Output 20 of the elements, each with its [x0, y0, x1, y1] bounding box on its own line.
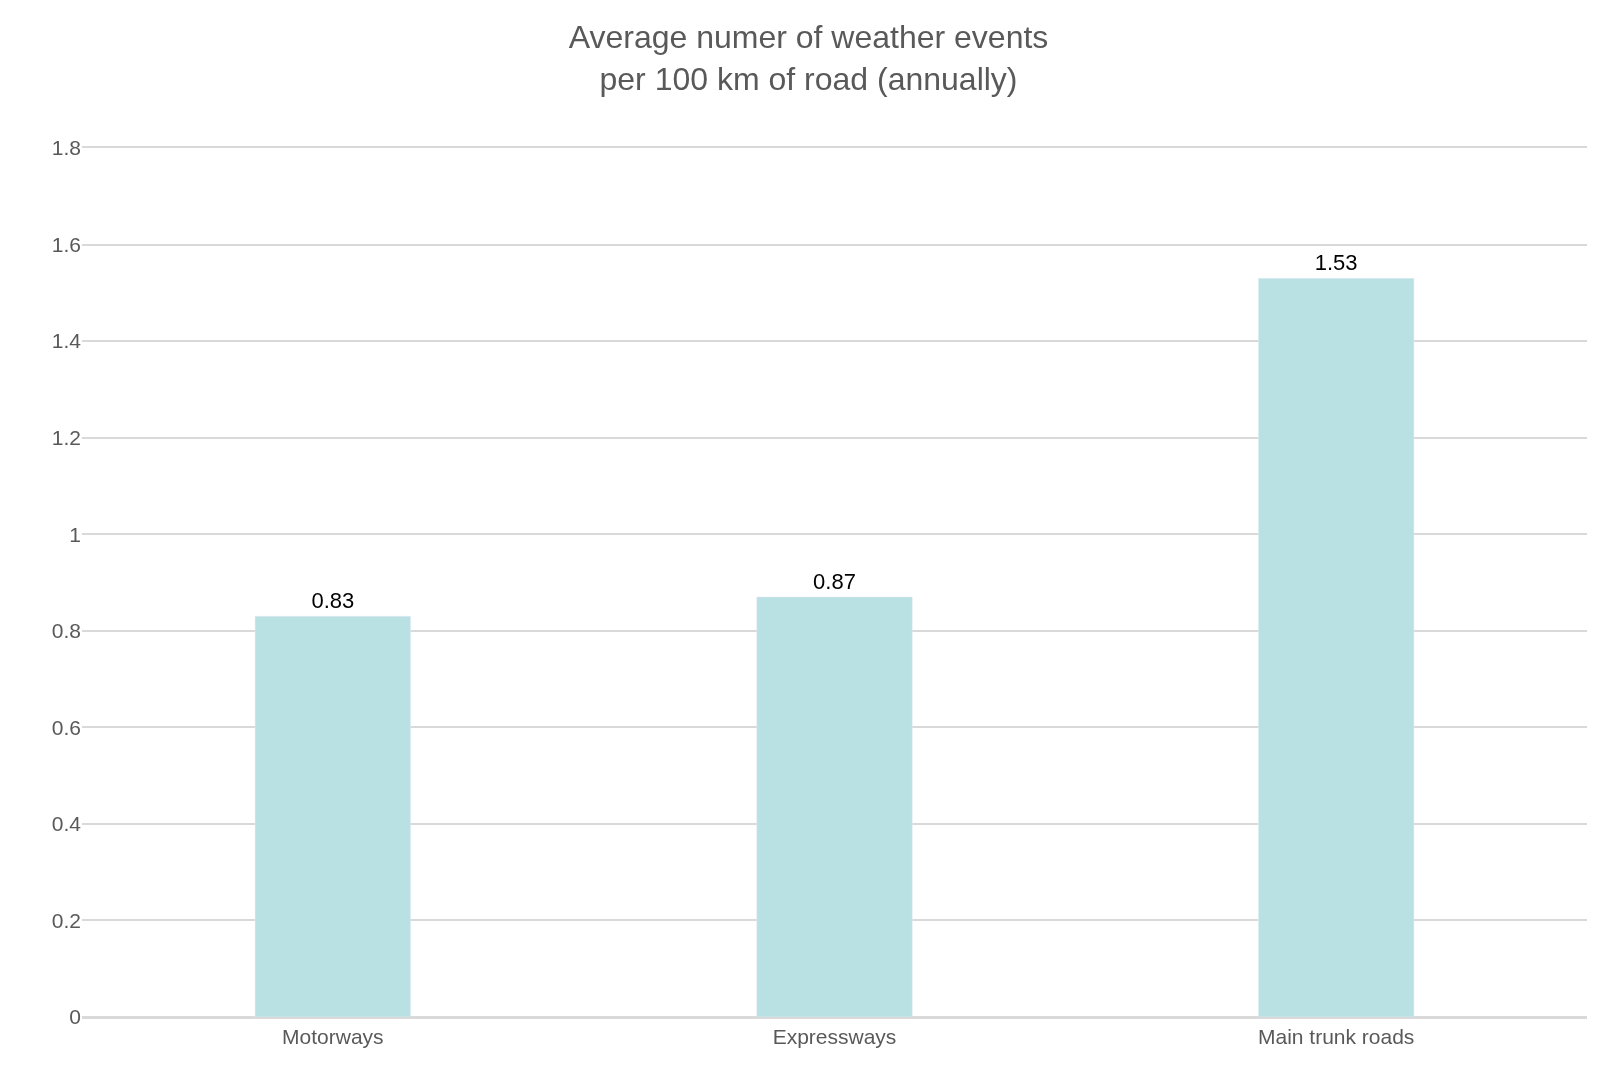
bar — [1258, 278, 1415, 1017]
y-tick-label: 1 — [69, 522, 81, 546]
y-tick-label: 0.2 — [51, 908, 81, 932]
y-tick-label: 0 — [69, 1005, 81, 1029]
y-tick-label: 0.8 — [51, 619, 81, 643]
y-tick-label: 0.4 — [51, 812, 82, 836]
bar — [756, 596, 913, 1017]
y-tick-label: 1.2 — [51, 426, 81, 450]
data-label: 0.87 — [813, 568, 856, 594]
x-tick-label: Expressways — [772, 1024, 897, 1048]
data-label: 0.83 — [311, 588, 355, 614]
bar — [254, 616, 411, 1017]
y-tick-label: 1.8 — [51, 136, 81, 160]
y-tick-label: 1.6 — [51, 232, 81, 256]
x-tick-label: Main trunk roads — [1257, 1024, 1415, 1048]
data-label: 1.53 — [1314, 250, 1358, 276]
y-tick-label: 1.4 — [51, 329, 82, 353]
y-tick-label: 0.6 — [51, 715, 81, 739]
x-tick-label: Motorways — [282, 1024, 384, 1048]
chart-title: Average numer of weather events per 100 km of road (annually) — [568, 19, 1049, 97]
